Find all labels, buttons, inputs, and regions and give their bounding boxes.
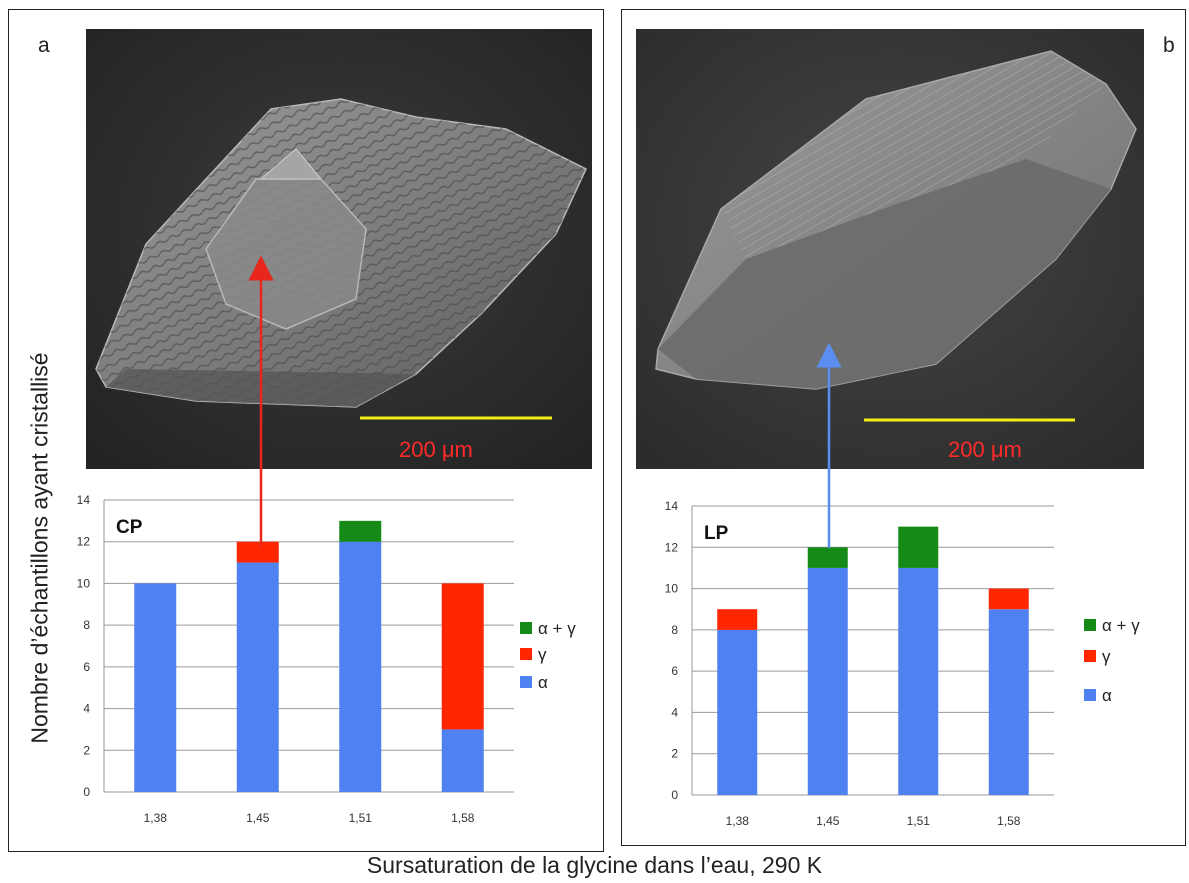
- bar-alpha-1: [236, 562, 279, 792]
- x-tick-label: 1,38: [726, 814, 750, 828]
- legend-label-gamma: γ: [1102, 647, 1111, 666]
- y-tick-label: 8: [671, 623, 678, 637]
- legend-swatch-alpha_gamma: [1084, 619, 1096, 631]
- x-tick-label: 1,45: [816, 814, 840, 828]
- bar-alpha_gamma-2: [898, 526, 939, 568]
- legend-label-alpha_gamma: α + γ: [1102, 616, 1140, 635]
- y-tick-label: 12: [77, 535, 91, 549]
- legend-label-gamma: γ: [538, 645, 547, 664]
- y-tick-label: 0: [671, 788, 678, 802]
- y-tick-label: 10: [665, 582, 679, 596]
- bar-alpha-3: [441, 729, 484, 792]
- bar-alpha-0: [134, 583, 177, 792]
- bar-alpha-2: [898, 567, 939, 795]
- y-tick-label: 14: [665, 499, 679, 513]
- x-tick-label: 1,45: [246, 811, 270, 825]
- bar-alpha-3: [988, 609, 1029, 795]
- x-tick-label: 1,51: [349, 811, 373, 825]
- bar-alpha-0: [717, 629, 758, 795]
- y-tick-label: 0: [83, 785, 90, 799]
- legend-swatch-alpha: [1084, 689, 1096, 701]
- bar-gamma-3: [988, 588, 1029, 610]
- bar-gamma-0: [717, 609, 758, 630]
- legend-label-alpha: α: [1102, 686, 1112, 705]
- chart-cp: 0 2 4 6 8 10 12 14 CP 1,38 1,45 1,51 1,58 α + γ γα: [77, 493, 577, 825]
- scale-label-b: 200 μm: [948, 437, 1022, 462]
- x-tick-label: 1,38: [144, 811, 168, 825]
- panel-a-letter: a: [38, 34, 50, 57]
- x-tick-label: 1,58: [451, 811, 475, 825]
- legend-label-alpha_gamma: α + γ: [538, 619, 576, 638]
- legend-swatch-alpha: [520, 676, 532, 688]
- y-axis-label: Nombre d’échantillons ayant cristallisé: [26, 352, 53, 744]
- legend-swatch-gamma: [1084, 650, 1096, 662]
- y-tick-label: 2: [671, 747, 678, 761]
- y-tick-label: 4: [671, 705, 678, 719]
- y-tick-label: 2: [83, 743, 90, 757]
- y-tick-label: 12: [665, 540, 679, 554]
- bar-alpha-1: [807, 567, 848, 795]
- y-tick-label: 8: [83, 618, 90, 632]
- x-tick-label: 1,51: [907, 814, 931, 828]
- bar-gamma-1: [236, 541, 279, 563]
- bar-alpha-2: [339, 541, 382, 792]
- chart-title: CP: [116, 517, 143, 538]
- y-tick-label: 10: [77, 576, 91, 590]
- legend-swatch-alpha_gamma: [520, 622, 532, 634]
- sem-image-crystal-lp: 200 μm: [636, 29, 1144, 469]
- x-axis-label: Sursaturation de la glycine dans l’eau, …: [366, 852, 823, 878]
- sem-image-crystal-cp: 200 μm: [86, 29, 592, 469]
- y-tick-label: 14: [77, 493, 91, 507]
- y-tick-label: 4: [83, 702, 90, 716]
- bar-alpha_gamma-2: [339, 520, 382, 542]
- y-tick-label: 6: [83, 660, 90, 674]
- chart-title: LP: [704, 523, 729, 544]
- legend-swatch-gamma: [520, 648, 532, 660]
- x-tick-label: 1,58: [997, 814, 1021, 828]
- bar-gamma-3: [441, 583, 484, 730]
- y-tick-label: 6: [671, 664, 678, 678]
- bar-alpha_gamma-1: [807, 547, 848, 568]
- chart-lp: 0 2 4 6 8 10 12 14 LP 1,38 1,45 1,51 1,58 α + γ γ α: [665, 499, 1141, 828]
- panel-b-letter: b: [1163, 34, 1175, 57]
- legend-label-alpha: α: [538, 673, 548, 692]
- scale-label-a: 200 μm: [399, 437, 473, 462]
